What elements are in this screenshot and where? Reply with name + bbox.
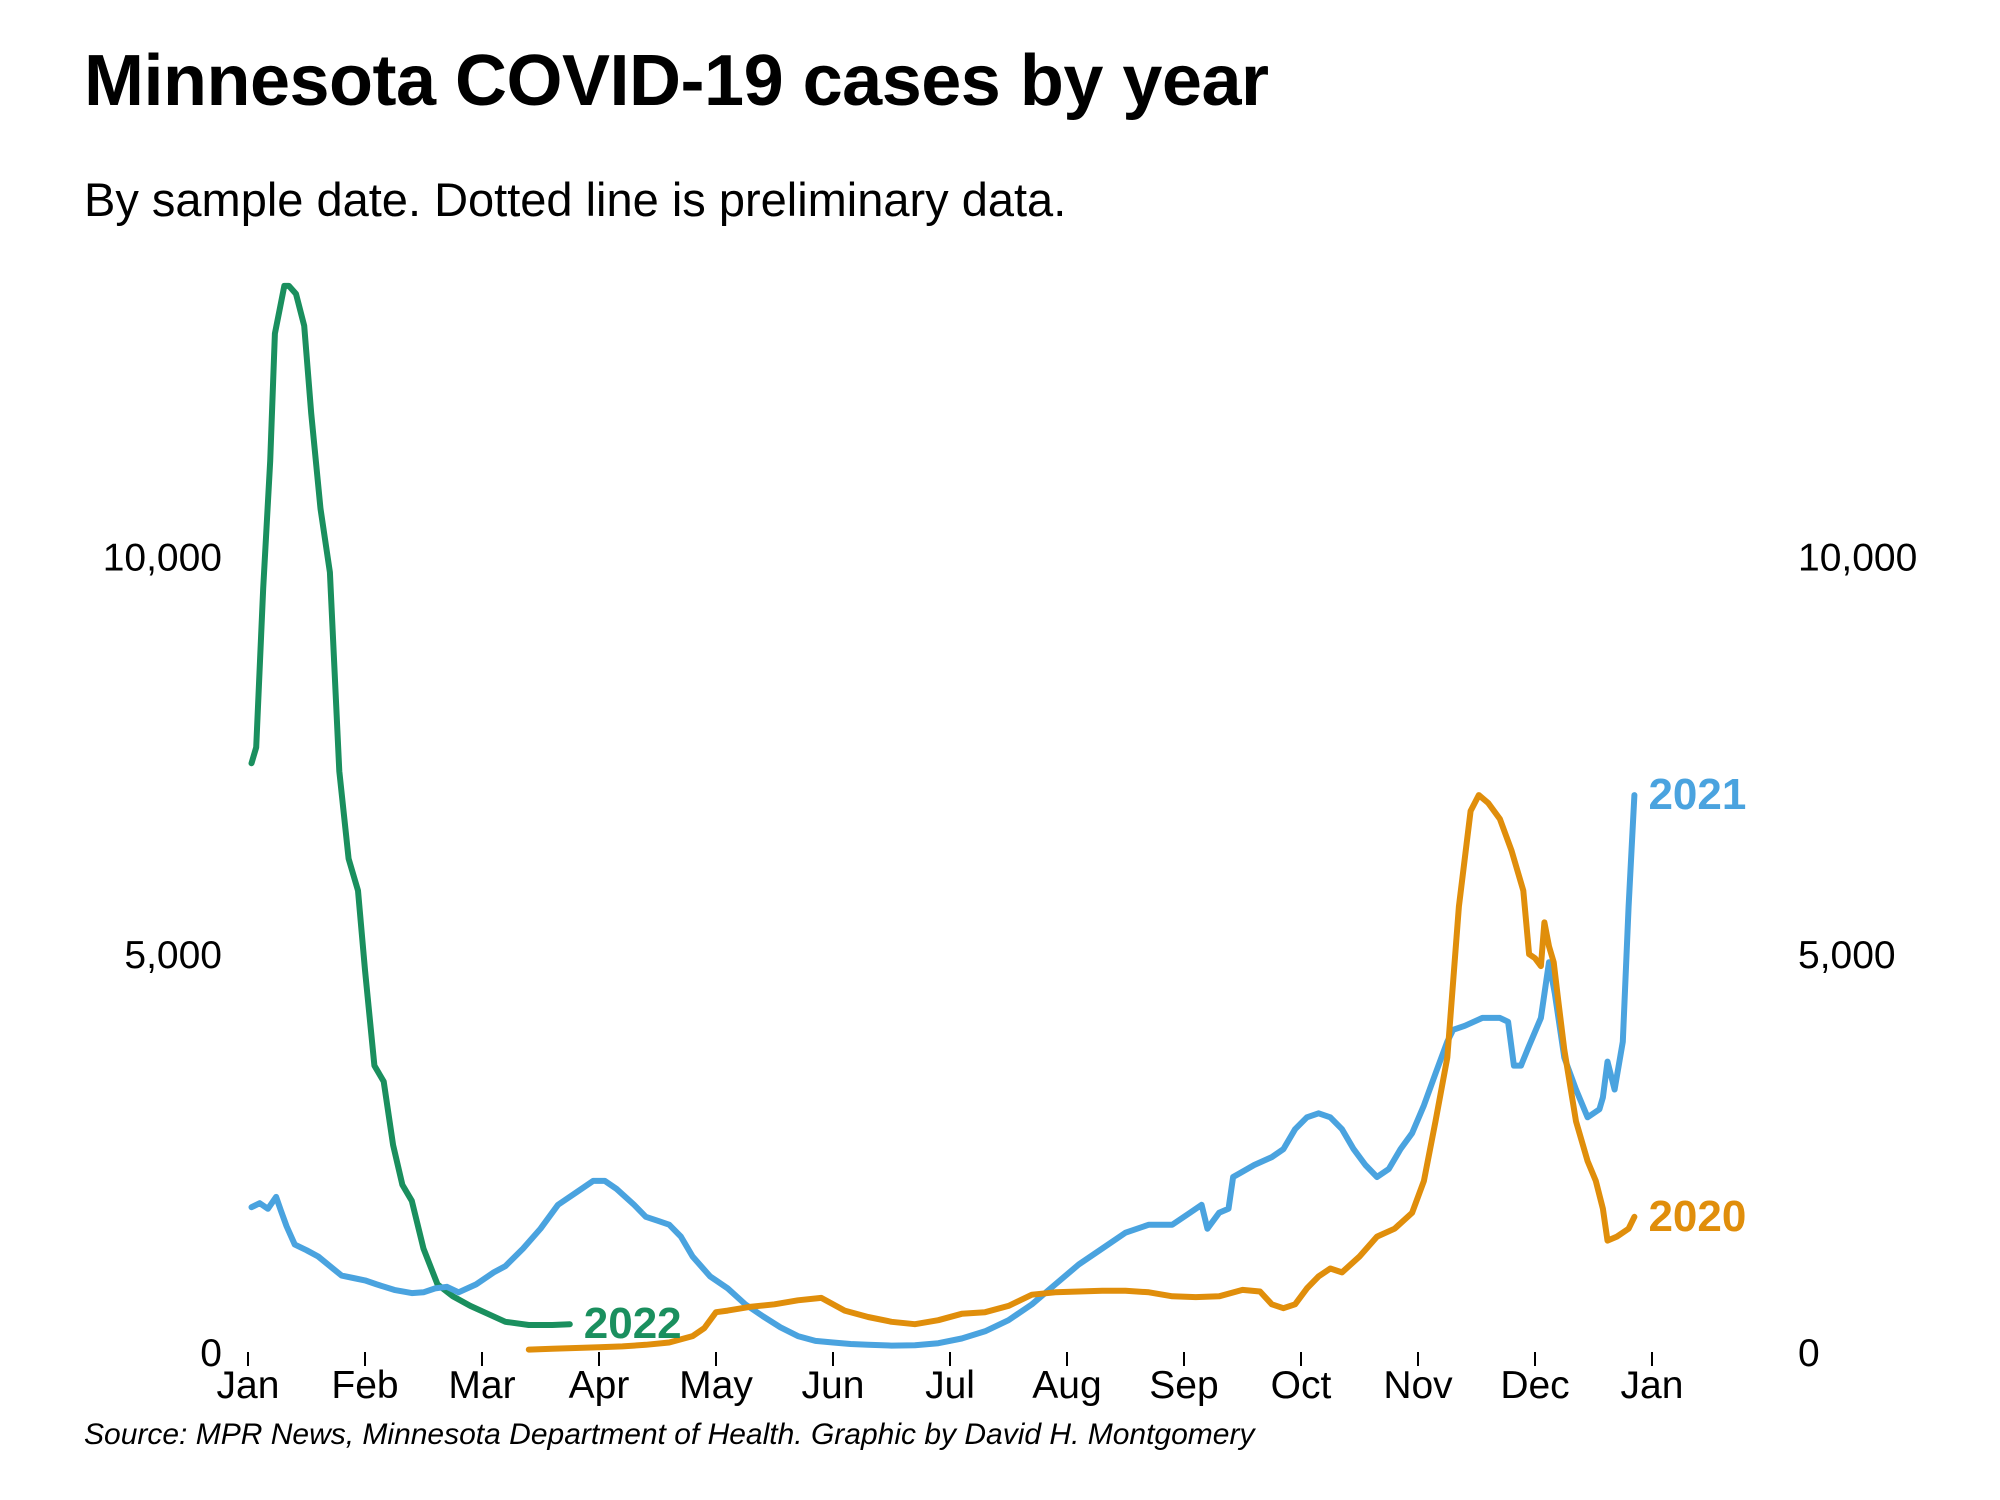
x-tick-label: Nov: [1383, 1364, 1453, 1407]
y-tick-label-right: 5,000: [1798, 934, 1896, 977]
x-tick-label: Mar: [448, 1364, 515, 1407]
y-tick-label-left: 0: [200, 1332, 222, 1375]
chart-source: Source: MPR News, Minnesota Department o…: [84, 1418, 1255, 1451]
series-labels: 2022 2021 2020: [584, 770, 1747, 1348]
y-axis-left: 0 5,000 10,000: [103, 536, 222, 1375]
chart-title: Minnesota COVID-19 cases by year: [84, 41, 1269, 121]
x-tick-label: Aug: [1032, 1364, 1101, 1407]
series-label-2020: 2020: [1648, 1192, 1746, 1241]
series-line-2021: [248, 792, 1638, 1349]
y-tick-label-left: 10,000: [103, 536, 222, 579]
y-axis-right: 0 5,000 10,000: [1798, 536, 1917, 1375]
x-tick-label: Sep: [1149, 1364, 1218, 1407]
x-tick-label: Jul: [925, 1364, 975, 1407]
x-tick-label: Feb: [331, 1364, 398, 1407]
series-label-2021: 2021: [1648, 770, 1746, 819]
series-label-2022: 2022: [584, 1299, 682, 1348]
series-line-2020: [525, 792, 1638, 1353]
y-tick-label-right: 10,000: [1798, 536, 1917, 579]
x-tick-label: May: [679, 1364, 753, 1407]
series-line-2022: [248, 282, 573, 1328]
x-tick-label: Jan: [217, 1364, 280, 1407]
y-tick-label-right: 0: [1798, 1332, 1820, 1375]
x-tick-label: Jun: [802, 1364, 865, 1407]
x-tick-label: Dec: [1500, 1364, 1569, 1407]
x-tick-label: Apr: [569, 1364, 630, 1407]
y-tick-label-left: 5,000: [124, 934, 222, 977]
series-lines: [248, 282, 1638, 1353]
chart-subtitle: By sample date. Dotted line is prelimina…: [84, 173, 1067, 226]
x-tick-label: Jan: [1621, 1364, 1684, 1407]
x-axis: Jan Feb Mar Apr May Jun Jul Aug Sep Oct Nov Dec Jan: [217, 1352, 1684, 1407]
x-tick-label: Oct: [1271, 1364, 1332, 1407]
